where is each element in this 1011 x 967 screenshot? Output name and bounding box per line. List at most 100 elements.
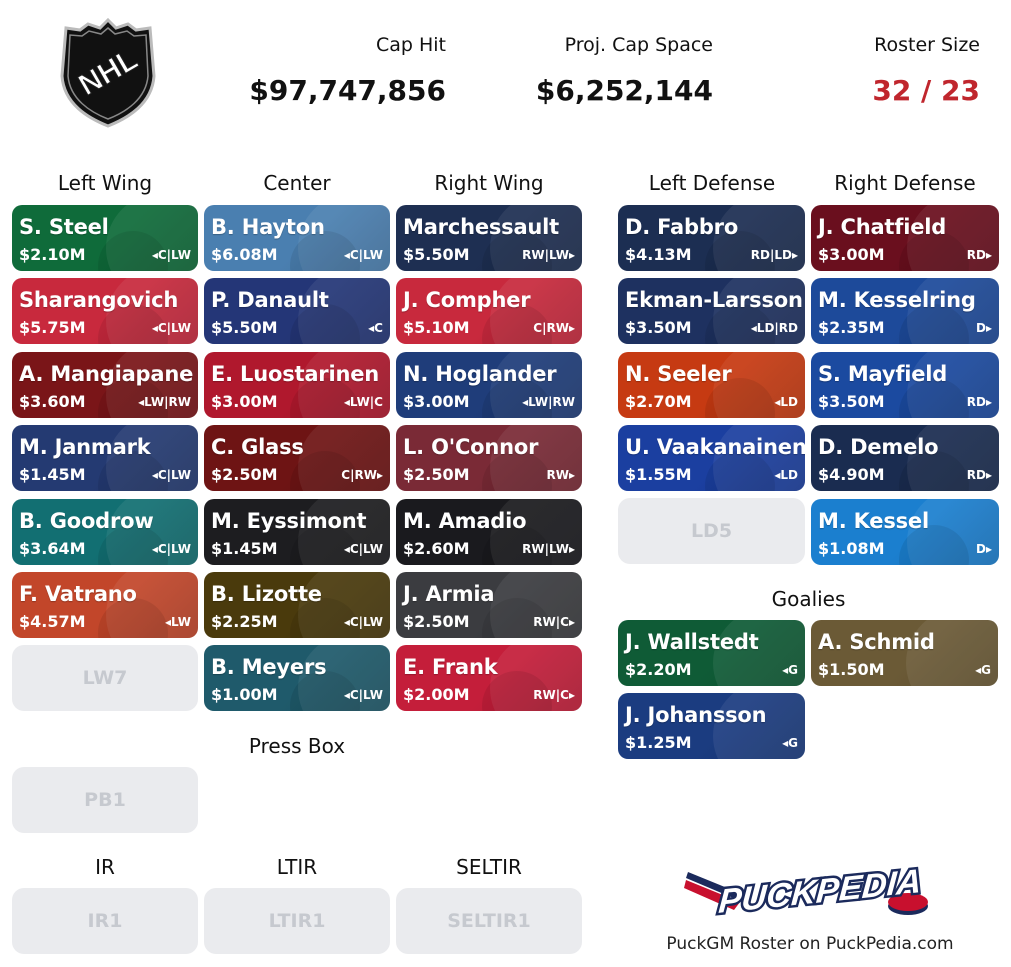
player-name: B. Meyers (211, 655, 327, 680)
player-salary: $4.13M (625, 245, 692, 264)
player-card[interactable]: E. Luostarinen $3.00M ◂LW|C (204, 351, 390, 418)
team-logo-watermark (713, 620, 805, 686)
player-card[interactable]: B. Meyers $1.00M ◂C|LW (204, 645, 390, 712)
player-name: A. Schmid (818, 630, 935, 654)
player-position: ◂C|LW (151, 248, 191, 262)
player-name: M. Kesselring (818, 288, 976, 313)
player-name: M. Kessel (818, 508, 929, 533)
player-card[interactable]: D. Demelo $4.90M RD▸ (811, 425, 999, 492)
player-card[interactable]: J. Compher $5.10M C|RW▸ (396, 278, 582, 345)
player-card[interactable]: N. Hoglander $3.00M ◂LW|RW (396, 351, 582, 418)
player-card[interactable]: L. O'Connor $2.50M RW▸ (396, 425, 582, 492)
player-card[interactable]: B. Lizotte $2.25M ◂C|LW (204, 572, 390, 638)
team-logo-watermark (298, 278, 390, 345)
team-logo-watermark (298, 425, 390, 492)
team-logo-watermark (907, 205, 999, 271)
player-salary: $1.55M (625, 465, 692, 485)
team-logo-watermark (713, 351, 805, 418)
player-card[interactable]: B. Goodrow $3.64M ◂C|LW (12, 498, 198, 565)
player-card[interactable]: J. Chatfield $3.00M RD▸ (811, 205, 999, 271)
player-salary: $3.64M (19, 538, 86, 558)
roster-size-value: 32 / 23 (872, 74, 980, 107)
goalie-card[interactable]: A. Schmid $1.50M ◂G (811, 620, 998, 686)
svg-text:PUCKPEDIA: PUCKPEDIA (717, 862, 922, 920)
empty-slot-ltir1[interactable]: LTIR1 (204, 888, 390, 954)
player-position: RD▸ (966, 248, 992, 262)
player-position: RW|LW▸ (522, 541, 575, 556)
player-salary: $1.50M (818, 660, 885, 679)
player-name: F. Vatrano (19, 582, 137, 606)
player-card[interactable]: Sharangovich $5.75M ◂C|LW (12, 278, 198, 345)
player-name: U. Vaakanainen (625, 435, 805, 460)
player-card[interactable]: B. Hayton $6.08M ◂C|LW (204, 205, 390, 271)
team-logo-watermark (490, 498, 582, 565)
empty-slot-pb1[interactable]: PB1 (12, 767, 198, 833)
empty-slot-lw7[interactable]: LW7 (12, 645, 198, 711)
player-name: Sharangovich (19, 288, 179, 313)
goalie-card[interactable]: J. Wallstedt $2.20M ◂G (618, 620, 805, 686)
player-salary: $5.50M (403, 245, 470, 264)
player-card[interactable]: Marchessault $5.50M RW|LW▸ (396, 205, 582, 271)
player-card[interactable]: F. Vatrano $4.57M ◂LW (12, 572, 198, 638)
player-card[interactable]: S. Mayfield $3.50M RD▸ (811, 351, 999, 418)
player-name: S. Steel (19, 215, 109, 239)
player-name: M. Amadio (403, 508, 527, 533)
team-logo-watermark (106, 278, 198, 345)
empty-slot-ld5[interactable]: LD5 (618, 498, 805, 564)
team-logo-watermark (713, 693, 805, 759)
team-logo-watermark (106, 425, 198, 492)
team-logo-watermark (490, 572, 582, 638)
player-name: L. O'Connor (403, 435, 539, 460)
puckpedia-logo[interactable]: PUCKPEDIA (682, 858, 938, 928)
player-card[interactable]: P. Danault $5.50M ◂C (204, 278, 390, 345)
player-card[interactable]: M. Kesselring $2.35M D▸ (811, 278, 999, 345)
team-logo-watermark (106, 205, 198, 271)
player-card[interactable]: M. Kessel $1.08M D▸ (811, 498, 999, 565)
player-position: D▸ (976, 321, 992, 336)
player-card[interactable]: Ekman-Larsson $3.50M ◂LD|RD (618, 278, 805, 345)
player-card[interactable]: N. Seeler $2.70M ◂LD (618, 351, 805, 418)
player-position: RW▸ (546, 468, 576, 483)
cap-space-label: Proj. Cap Space (564, 34, 713, 56)
player-card[interactable]: M. Amadio $2.60M RW|LW▸ (396, 498, 582, 565)
player-name: S. Mayfield (818, 361, 948, 386)
player-card[interactable]: M. Janmark $1.45M ◂C|LW (12, 425, 198, 492)
cap-hit-value: $97,747,856 (249, 74, 446, 107)
player-salary: $2.50M (211, 465, 278, 485)
player-salary: $3.00M (818, 245, 885, 264)
right-defense-heading: Right Defense (834, 171, 976, 195)
team-logo-watermark (106, 351, 198, 418)
team-logo-watermark (106, 572, 198, 638)
player-salary: $2.35M (818, 318, 885, 338)
player-card[interactable]: E. Frank $2.00M RW|C▸ (396, 645, 582, 712)
empty-slot-seltir1[interactable]: SELTIR1 (396, 888, 582, 954)
ir-heading: IR (95, 855, 115, 879)
goalies-heading: Goalies (771, 587, 846, 611)
player-position: C|RW▸ (533, 321, 575, 336)
team-logo-watermark (298, 498, 390, 565)
player-salary: $4.90M (818, 465, 885, 485)
player-salary: $5.50M (211, 318, 278, 338)
player-card[interactable]: U. Vaakanainen $1.55M ◂LD (618, 425, 805, 492)
player-name: N. Hoglander (403, 361, 557, 386)
player-position: ◂LW (165, 615, 191, 629)
player-salary: $2.10M (19, 245, 86, 264)
goalie-card[interactable]: J. Johansson $1.25M ◂G (618, 693, 805, 759)
team-logo-watermark (907, 278, 999, 345)
player-position: RW|C▸ (533, 615, 575, 629)
player-position: ◂LW|C (343, 394, 383, 409)
player-card[interactable]: A. Mangiapane $3.60M ◂LW|RW (12, 351, 198, 418)
empty-slot-ir1[interactable]: IR1 (12, 888, 198, 954)
roster-size-label: Roster Size (874, 34, 980, 56)
player-name: A. Mangiapane (19, 361, 194, 386)
player-position: RD▸ (966, 394, 992, 409)
player-position: RW|LW▸ (522, 248, 575, 262)
player-card[interactable]: C. Glass $2.50M C|RW▸ (204, 425, 390, 492)
player-position: RW|C▸ (533, 688, 575, 703)
player-card[interactable]: D. Fabbro $4.13M RD|LD▸ (618, 205, 805, 271)
player-card[interactable]: M. Eyssimont $1.45M ◂C|LW (204, 498, 390, 565)
player-position: ◂LD|RD (750, 321, 798, 336)
nhl-logo: NHL (58, 16, 158, 128)
player-card[interactable]: S. Steel $2.10M ◂C|LW (12, 205, 198, 271)
player-card[interactable]: J. Armia $2.50M RW|C▸ (396, 572, 582, 638)
